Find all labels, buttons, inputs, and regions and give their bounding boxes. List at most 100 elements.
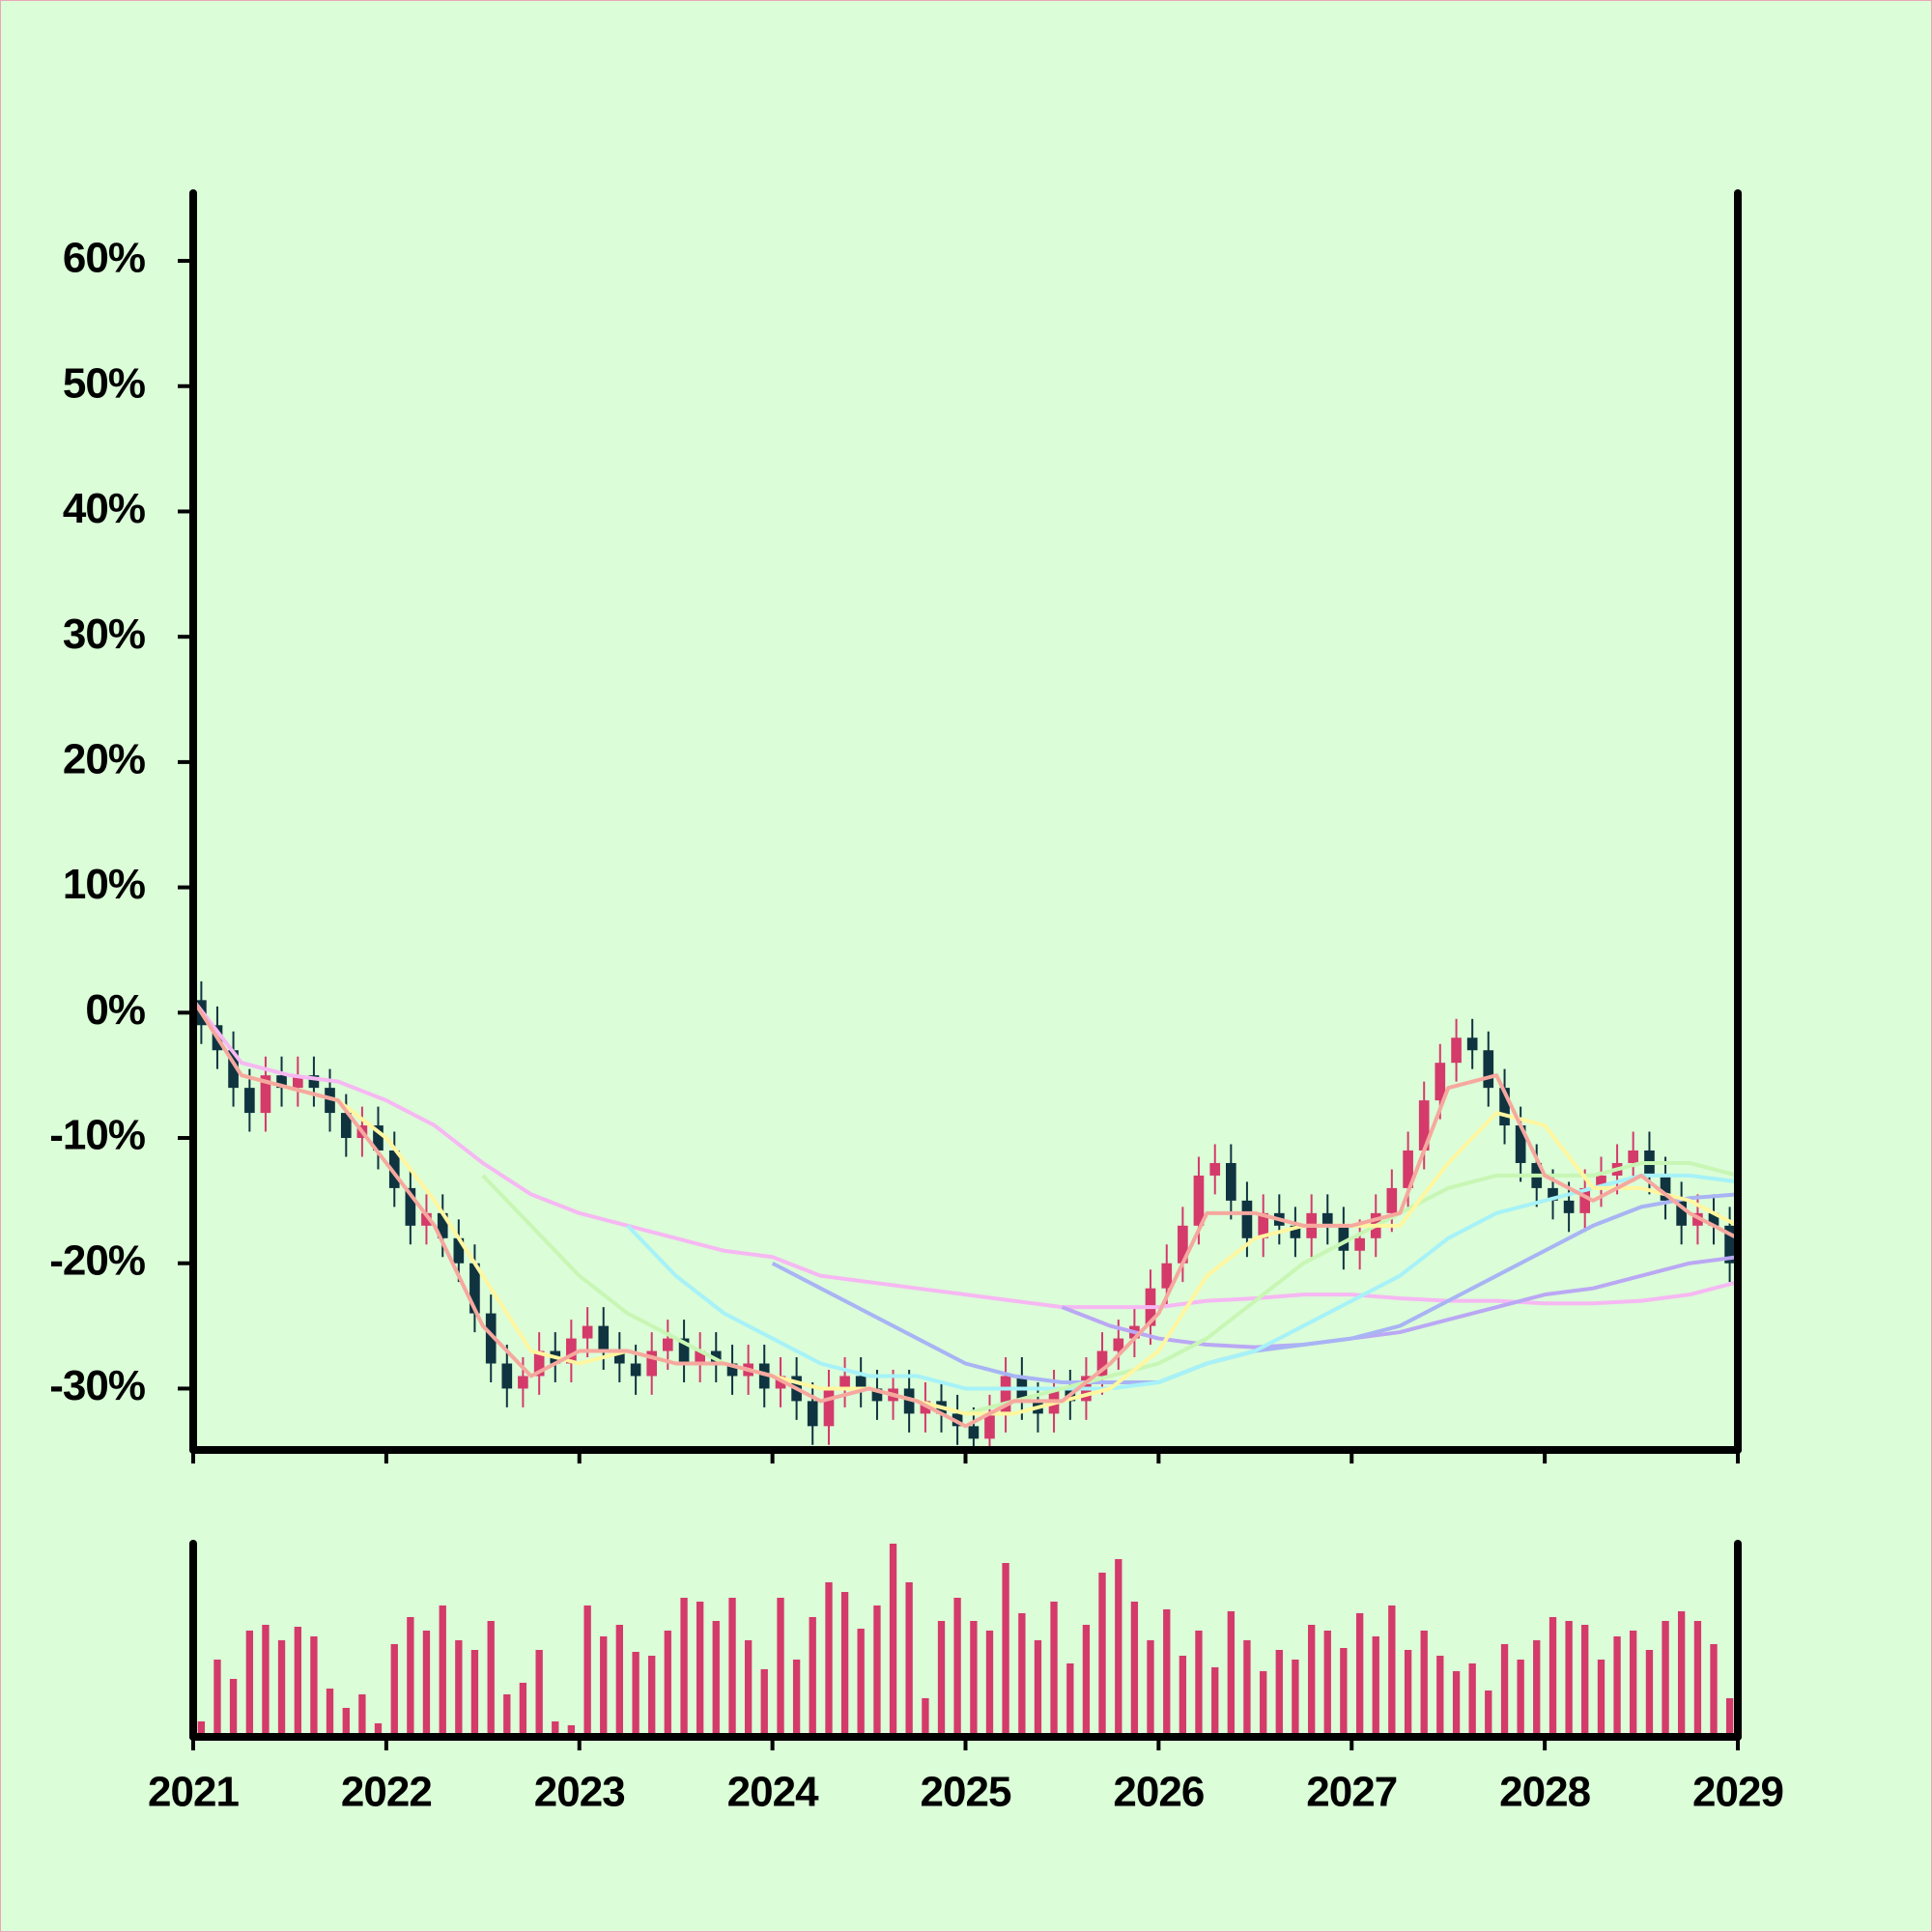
x-tick-label: 2027 xyxy=(1306,1769,1397,1816)
candle-body xyxy=(228,1050,239,1089)
candle-body xyxy=(260,1075,271,1114)
candle-body xyxy=(437,1212,448,1238)
candle-body xyxy=(1515,1125,1526,1163)
volume-bar xyxy=(905,1582,913,1737)
volume-bar xyxy=(712,1621,720,1737)
volume-panel xyxy=(197,1544,1734,1737)
volume-bar xyxy=(1613,1636,1621,1737)
candle-body xyxy=(1724,1225,1735,1264)
volume-bar xyxy=(953,1598,961,1737)
candle-body xyxy=(598,1325,610,1351)
candle-body xyxy=(646,1350,658,1377)
candle-body xyxy=(485,1313,497,1364)
candle-body xyxy=(325,1088,335,1114)
y-tick-label: 40% xyxy=(63,485,145,532)
volume-bar xyxy=(310,1636,318,1737)
candle-body xyxy=(1000,1376,1011,1414)
volume-bar xyxy=(455,1640,463,1737)
candle-body xyxy=(1386,1187,1398,1213)
candle-body xyxy=(1628,1150,1638,1163)
candle-body xyxy=(1435,1063,1446,1101)
candle-body xyxy=(453,1237,465,1264)
candle-body xyxy=(613,1350,625,1364)
volume-bar xyxy=(277,1640,286,1737)
moving-average-line xyxy=(1061,1255,1738,1350)
candle-body xyxy=(823,1388,835,1427)
candle-body xyxy=(1338,1225,1350,1251)
volume-bar xyxy=(197,1721,206,1737)
volume-bar xyxy=(1066,1663,1074,1737)
moving-average-line xyxy=(626,1173,1738,1391)
volume-bar xyxy=(1340,1648,1348,1737)
x-tick-label: 2028 xyxy=(1499,1769,1590,1816)
candle-body xyxy=(807,1401,818,1427)
candle-body xyxy=(1161,1263,1173,1289)
candle-body xyxy=(726,1363,738,1377)
volume-bar xyxy=(1677,1611,1686,1737)
volume-bar xyxy=(857,1629,865,1737)
x-tick-label: 2024 xyxy=(727,1769,819,1816)
candle-body xyxy=(1403,1150,1413,1188)
volume-bar xyxy=(1597,1660,1605,1737)
candle-body xyxy=(518,1376,528,1389)
volume-bar xyxy=(777,1598,784,1737)
y-tick-label: 30% xyxy=(63,611,145,658)
y-tick-label: -20% xyxy=(49,1236,145,1284)
volume-bar xyxy=(1420,1631,1428,1737)
candle-body xyxy=(1258,1212,1269,1238)
candle-body xyxy=(276,1075,287,1089)
volume-bar xyxy=(1179,1656,1187,1737)
volume-bar xyxy=(1533,1640,1541,1737)
volume-bar xyxy=(1565,1621,1573,1737)
volume-bar xyxy=(1693,1621,1702,1737)
volume-bar xyxy=(1630,1631,1637,1737)
volume-bar xyxy=(615,1625,623,1737)
candle-body xyxy=(758,1363,770,1389)
volume-bar xyxy=(342,1708,350,1737)
candle-body xyxy=(1708,1212,1719,1226)
x-tick-label: 2023 xyxy=(534,1769,625,1816)
volume-bar xyxy=(1292,1660,1299,1737)
axes: -30% -20% -10% 0% 10% 20% 30% 40% 50% 60% 2021 2022… xyxy=(49,189,1784,1816)
candle-body xyxy=(695,1350,706,1364)
price-panel xyxy=(193,980,1738,1450)
candle-body xyxy=(1225,1162,1236,1201)
volume-bar xyxy=(680,1598,688,1737)
volume-bar xyxy=(439,1605,446,1737)
volume-bar xyxy=(1018,1613,1026,1737)
candle-body xyxy=(1596,1175,1606,1188)
candle-body xyxy=(1563,1200,1575,1213)
volume-bar xyxy=(696,1602,704,1737)
candle-body xyxy=(1321,1212,1333,1226)
volume-bar xyxy=(1548,1617,1557,1737)
candle-body xyxy=(839,1376,850,1389)
volume-bar xyxy=(1211,1667,1219,1737)
candle-body xyxy=(1178,1225,1188,1264)
volume-bar xyxy=(1452,1671,1461,1737)
volume-bar xyxy=(985,1631,994,1737)
candle-body xyxy=(1548,1187,1558,1201)
y-tick-label: 10% xyxy=(63,861,145,908)
volume-bar xyxy=(825,1582,833,1737)
volume-bar xyxy=(1404,1650,1412,1737)
volume-bar xyxy=(1002,1563,1009,1737)
candle-body xyxy=(1096,1350,1108,1377)
y-tick-label: 50% xyxy=(63,359,145,407)
y-tick-label: 60% xyxy=(63,235,145,282)
volume-bar xyxy=(1517,1660,1524,1737)
candle-body xyxy=(1451,1037,1462,1064)
candle-body xyxy=(1418,1100,1430,1151)
candle-body xyxy=(1579,1187,1591,1213)
x-tick-label: 2021 xyxy=(148,1769,239,1816)
candle-body xyxy=(1193,1175,1205,1226)
candle-body xyxy=(1241,1200,1253,1238)
volume-bar xyxy=(1308,1625,1316,1737)
volume-bar xyxy=(1372,1636,1379,1737)
candle-body xyxy=(1499,1088,1510,1126)
volume-bar xyxy=(1645,1650,1654,1737)
candle-body xyxy=(662,1338,673,1351)
candle-body xyxy=(405,1187,416,1226)
volume-bar xyxy=(1115,1559,1122,1737)
